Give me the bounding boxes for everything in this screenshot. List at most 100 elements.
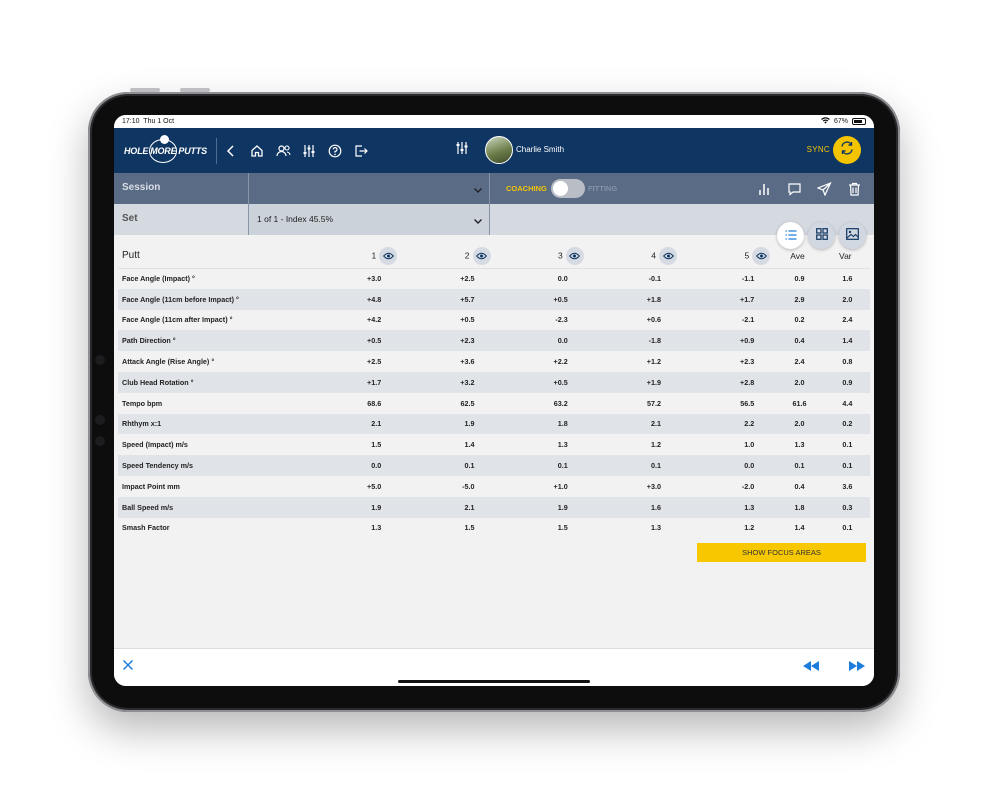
ipad-side-sensor — [95, 415, 105, 425]
status-date: Thu 1 Oct — [143, 118, 175, 125]
help-icon[interactable] — [326, 142, 344, 160]
session-select[interactable] — [248, 173, 490, 204]
rewind-icon[interactable] — [802, 659, 820, 677]
hole-more-putts-logo[interactable]: HOLE MORE PUTTS — [124, 135, 207, 166]
nav-divider — [216, 138, 217, 164]
table-row: Attack Angle (Rise Angle) ° +2.5 +3.6 +2.2 +… — [118, 351, 870, 372]
toggle-knob — [553, 181, 568, 196]
sync-button[interactable] — [833, 136, 861, 164]
metric-value: +4.2 — [367, 315, 382, 325]
metric-value: +2.8 — [681, 371, 775, 393]
metric-label: Smash Factor — [122, 523, 170, 533]
metric-value: +2.5 — [367, 357, 382, 367]
ave-header: Ave — [774, 244, 825, 269]
putt-col-header: 1 — [308, 244, 402, 269]
metric-var: 2.4 — [842, 315, 853, 325]
back-icon[interactable] — [222, 142, 240, 160]
metric-label: Speed (Impact) m/s — [122, 440, 188, 450]
metric-value: +4.8 — [308, 288, 402, 310]
ipad-top-button — [180, 88, 210, 92]
metric-value: +0.5 — [494, 288, 588, 310]
sync-label: SYNC — [806, 145, 830, 154]
var-header: Var — [824, 244, 870, 269]
logout-icon[interactable] — [352, 142, 370, 160]
chevron-down-icon — [473, 213, 483, 224]
eye-icon[interactable] — [565, 246, 584, 265]
metric-value: 0.1 — [401, 455, 495, 476]
trash-icon[interactable] — [846, 181, 862, 197]
metric-value: 1.2 — [651, 440, 661, 450]
metric-var: 0.2 — [824, 413, 870, 435]
home-icon[interactable] — [248, 142, 266, 160]
users-icon[interactable] — [274, 142, 292, 160]
putt-col-label: 4 — [651, 250, 656, 260]
table-row: Ball Speed m/s 1.9 2.1 1.9 1.6 1.3 1.8 0.3 — [118, 496, 870, 518]
fast-forward-icon[interactable] — [848, 659, 866, 677]
metric-value: +3.6 — [460, 357, 475, 367]
nav-icon-group — [222, 128, 370, 173]
battery-icon — [852, 118, 866, 125]
metric-value: +3.2 — [401, 371, 495, 393]
bar-chart-icon[interactable] — [756, 181, 772, 197]
metric-value: 2.1 — [308, 413, 402, 435]
metric-value: +2.3 — [740, 357, 755, 367]
chevron-down-icon — [473, 182, 483, 193]
metric-ave: 1.8 — [774, 496, 825, 518]
metric-value: 0.1 — [587, 455, 681, 476]
metric-value: +1.0 — [553, 481, 568, 491]
send-icon[interactable] — [816, 181, 832, 197]
set-label: Set — [122, 213, 138, 224]
metric-value: 1.2 — [744, 523, 755, 533]
comment-icon[interactable] — [786, 181, 802, 197]
eye-icon[interactable] — [472, 246, 491, 265]
metric-var: 1.4 — [824, 330, 870, 352]
metric-value: 1.3 — [651, 523, 661, 533]
metric-var: 0.1 — [842, 523, 853, 533]
sync-icon — [839, 140, 855, 161]
bottom-toolbar — [114, 648, 874, 686]
metric-var: 0.1 — [824, 455, 870, 476]
metric-value: 1.9 — [494, 496, 588, 518]
coaching-fitting-toggle[interactable] — [551, 179, 585, 198]
set-select[interactable]: 1 of 1 - Index 45.5% — [248, 204, 490, 235]
table-body: Face Angle (Impact) ° +3.0 +2.5 0.0 -0.1 -1.1… — [118, 268, 870, 538]
metric-value: 1.9 — [308, 496, 402, 518]
eye-icon[interactable] — [752, 246, 771, 265]
sliders-icon[interactable] — [300, 142, 318, 160]
filter-sliders-icon[interactable] — [455, 141, 469, 160]
putt-col-label: 3 — [558, 250, 563, 260]
eye-icon[interactable] — [379, 246, 398, 265]
status-time: 17:10 — [122, 118, 140, 125]
putt-col-label: 5 — [744, 250, 750, 260]
metric-var: 1.6 — [842, 274, 853, 284]
avatar[interactable] — [485, 136, 513, 164]
battery-percent: 67% — [833, 118, 848, 125]
close-icon[interactable] — [122, 658, 134, 676]
metric-value: +0.5 — [308, 330, 402, 352]
metric-label: Face Angle (11cm after Impact) ° — [122, 315, 233, 325]
metric-ave: 0.4 — [794, 481, 805, 491]
eye-icon[interactable] — [659, 246, 677, 265]
show-focus-areas-button[interactable]: SHOW FOCUS AREAS — [697, 543, 866, 562]
metric-value: 1.3 — [557, 440, 568, 450]
metric-value: 1.5 — [557, 523, 568, 533]
metric-ave: 0.1 — [774, 455, 825, 476]
table-row: Impact Point mm +5.0 -5.0 +1.0 +3.0 -2.0 0.4 3.… — [118, 476, 870, 497]
table-row: Face Angle (11cm before Impact) ° +4.8 +5.… — [118, 288, 870, 310]
metric-value: 62.5 — [460, 398, 475, 408]
metric-value: 1.3 — [681, 496, 775, 518]
putt-col-label: 2 — [464, 250, 470, 260]
metric-value: 0.0 — [308, 455, 402, 476]
session-label: Session — [122, 182, 161, 193]
putt-col-header: 5 — [681, 244, 775, 269]
ipad-top-button — [130, 88, 160, 92]
metric-var: 2.0 — [824, 288, 870, 310]
metric-value: 1.5 — [371, 440, 382, 450]
username[interactable]: Charlie Smith — [516, 145, 565, 154]
metric-value: 1.4 — [464, 440, 475, 450]
metric-value: +2.5 — [460, 274, 475, 284]
metric-value: 1.0 — [744, 440, 755, 450]
metric-value: +1.7 — [681, 288, 775, 310]
putt-col-header: 2 — [401, 244, 495, 269]
metric-value: 0.0 — [557, 274, 568, 284]
